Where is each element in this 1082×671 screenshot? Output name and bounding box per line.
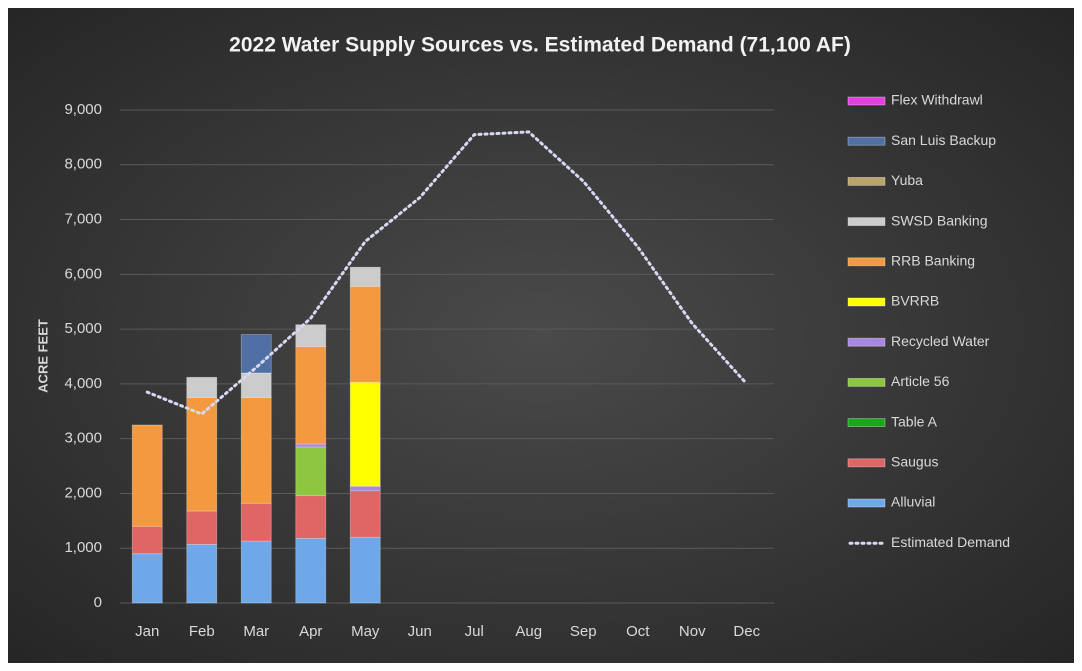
bar-segment	[240, 502, 272, 542]
legend-label: San Luis Backup	[891, 132, 996, 148]
legend-swatch	[847, 337, 886, 347]
x-tick-label: May	[351, 623, 380, 640]
x-tick-label: Feb	[189, 623, 215, 640]
bar-segment	[186, 376, 218, 398]
legend-label: Yuba	[891, 172, 923, 188]
bar-segment	[349, 381, 381, 487]
bar-segment	[349, 285, 381, 383]
y-tick-label: 7,000	[64, 211, 102, 228]
y-tick-label: 8,000	[64, 156, 102, 173]
legend-swatch	[847, 458, 886, 468]
x-tick-label: Mar	[243, 623, 269, 640]
y-axis-label: ACRE FEET	[35, 319, 50, 393]
bar-segment	[131, 553, 163, 604]
bar-segment	[349, 536, 381, 604]
y-tick-label: 0	[94, 594, 102, 611]
legend-label: Flex Withdrawl	[891, 92, 983, 108]
chart-title: 2022 Water Supply Sources vs. Estimated …	[229, 34, 851, 57]
legend-swatch	[847, 176, 886, 186]
x-tick-label: Oct	[626, 623, 650, 640]
x-tick-label: Dec	[733, 623, 760, 640]
bar-segment	[295, 446, 327, 497]
legend-label: Article 56	[891, 373, 950, 389]
bar-segment	[295, 324, 327, 348]
bar-segment	[295, 495, 327, 539]
y-tick-label: 5,000	[64, 320, 102, 337]
legend-swatch	[847, 217, 886, 227]
x-tick-label: Sep	[570, 623, 597, 640]
legend-swatch	[847, 498, 886, 508]
x-tick-label: Aug	[515, 623, 542, 640]
legend-label: Alluvial	[891, 494, 935, 510]
legend-label: Saugus	[891, 454, 938, 470]
bar-segment	[349, 266, 381, 287]
y-tick-label: 6,000	[64, 265, 102, 282]
bar-segment	[186, 510, 218, 545]
bar-segment	[131, 424, 163, 527]
y-tick-label: 4,000	[64, 375, 102, 392]
legend-swatch	[847, 257, 886, 267]
legend-label: Table A	[891, 413, 938, 429]
y-tick-label: 2,000	[64, 484, 102, 501]
bar-segment	[186, 397, 218, 512]
bar-segment	[295, 443, 327, 448]
legend-label: BVRRB	[891, 293, 939, 309]
legend-swatch	[847, 136, 886, 146]
bar-segment	[131, 525, 163, 555]
bar-segment	[349, 490, 381, 538]
bar-segment	[240, 540, 272, 604]
x-tick-label: Jun	[408, 623, 432, 640]
x-tick-label: Apr	[299, 623, 322, 640]
legend-swatch	[847, 96, 886, 106]
bar-segment	[186, 543, 218, 604]
bar-segment	[295, 346, 327, 445]
legend-swatch	[847, 297, 886, 307]
bar-segment	[295, 537, 327, 604]
legend-swatch	[847, 418, 886, 428]
y-tick-label: 9,000	[64, 101, 102, 118]
demand-line	[145, 130, 749, 416]
legend-swatch	[847, 377, 886, 387]
legend-label: Recycled Water	[891, 333, 990, 349]
x-tick-label: Jan	[135, 623, 159, 640]
x-tick-label: Jul	[465, 623, 484, 640]
legend-label: RRB Banking	[891, 253, 975, 269]
bar-segment	[240, 397, 272, 504]
bar-segment	[349, 485, 381, 492]
x-tick-label: Nov	[679, 623, 706, 640]
background	[8, 8, 1074, 663]
legend-label: Estimated Demand	[891, 534, 1010, 550]
y-tick-label: 1,000	[64, 539, 102, 556]
y-tick-label: 3,000	[64, 430, 102, 447]
legend-label: SWSD Banking	[891, 212, 987, 228]
